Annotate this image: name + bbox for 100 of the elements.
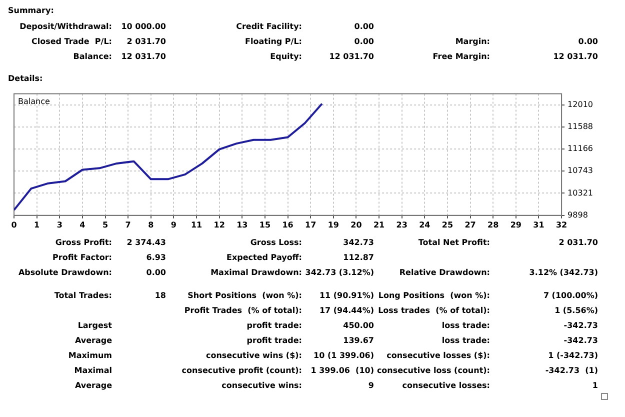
text: Balance (18, 96, 50, 106)
y-tick-label: 11166 (568, 144, 594, 154)
text: -342.73 (564, 321, 598, 330)
x-tick-label: 16 (282, 220, 294, 230)
x-tick-label: 28 (488, 220, 500, 230)
text: 2 031.70 (126, 37, 166, 46)
x-tick-label: 12 (214, 220, 225, 230)
text: Deposit/Withdrawal: (20, 22, 112, 31)
text: Closed Trade P/L: (31, 37, 112, 46)
text: consecutive losses ($): (386, 351, 490, 360)
x-tick-label: 21 (373, 220, 386, 230)
x-tick-label: 31 (533, 220, 545, 230)
text: 1 399.06 (10) (310, 366, 374, 375)
text: 450.00 (343, 321, 374, 330)
text: 1 (-342.73) (548, 351, 598, 360)
text: 342.73 (343, 238, 374, 247)
text: 1 (592, 381, 598, 390)
text: Total Net Profit: (418, 238, 490, 247)
x-tick-label: 17 (305, 220, 316, 230)
text: 10 (1 399.06) (314, 351, 374, 360)
text: Expected Payoff: (226, 253, 302, 262)
x-tick-label: 8 (148, 220, 154, 230)
text: 7 (100.00%) (543, 291, 598, 300)
text: consecutive profit (count): (182, 366, 302, 375)
text: Gross Profit: (55, 238, 112, 247)
text: Profit Factor: (52, 253, 112, 262)
text: 1 (5.56%) (554, 306, 598, 315)
text: Gross Loss: (250, 238, 302, 247)
text: Average (74, 381, 112, 390)
text: consecutive losses: (402, 381, 490, 390)
text: -342.73 (1) (545, 366, 598, 375)
text: 2 031.70 (558, 238, 598, 247)
text: Balance: (73, 52, 112, 61)
text: 17 (94.44%) (319, 306, 374, 315)
text: 9 (368, 381, 374, 390)
x-tick-label: 24 (419, 220, 431, 230)
y-tick-label: 12010 (568, 100, 594, 109)
text: 139.67 (343, 336, 374, 345)
y-tick-label: 10321 (568, 188, 594, 198)
text: Maximal (74, 366, 112, 375)
y-tick-label: 9898 (568, 210, 588, 220)
text: consecutive wins ($): (206, 351, 302, 360)
text: Absolute Drawdown: (18, 268, 112, 277)
text: consecutive wins: (222, 381, 302, 390)
y-tick-label: 11588 (568, 122, 594, 131)
x-tick-label: 25 (442, 220, 454, 230)
text: Maximum (68, 351, 112, 360)
text: 12 031.70 (329, 52, 374, 61)
text: Free Margin: (432, 52, 490, 61)
text: 0.00 (354, 37, 374, 46)
text: 0.00 (578, 37, 598, 46)
x-tick-label: 7 (125, 220, 131, 230)
x-tick-label: 27 (464, 220, 476, 230)
text: Relative Drawdown: (399, 268, 490, 277)
text: Summary: (8, 6, 54, 15)
text: consecutive loss (count): (376, 366, 490, 375)
x-tick-label: 1 (34, 220, 40, 230)
text: Margin: (455, 37, 490, 46)
x-tick-label: 0 (11, 220, 18, 230)
x-tick-label: 13 (236, 220, 248, 230)
text: 0.00 (146, 268, 166, 277)
text: -342.73 (564, 336, 598, 345)
x-tick-label: 15 (259, 220, 271, 230)
x-tick-label: 3 (56, 220, 62, 230)
text: 342.73 (3.12%) (305, 268, 374, 277)
text: Largest (78, 321, 112, 330)
x-tick-label: 5 (102, 220, 108, 230)
x-tick-label: 20 (350, 220, 362, 230)
text: 2 374.43 (126, 238, 166, 247)
text: Maximal Drawdown: (210, 268, 302, 277)
text: 12 031.70 (553, 52, 598, 61)
text: Loss trades (% of total): (378, 306, 490, 315)
text: loss trade: (442, 336, 490, 345)
text: 3.12% (342.73) (529, 268, 598, 277)
text: 6.93 (146, 253, 166, 262)
text: profit trade: (246, 321, 302, 330)
text: Floating P/L: (245, 37, 302, 46)
chart-title: Details: (8, 74, 43, 83)
text: loss trade: (442, 321, 490, 330)
x-tick-label: 19 (328, 220, 340, 230)
text: profit trade: (246, 336, 302, 345)
text: Total Trades: (54, 291, 112, 300)
text: Average (74, 336, 112, 345)
x-tick-label: 23 (396, 220, 408, 230)
text: 11 (90.91%) (319, 291, 374, 300)
text: 10 000.00 (121, 22, 166, 31)
x-tick-label: 32 (556, 220, 568, 230)
text: Profit Trades (% of total): (184, 306, 302, 315)
text: Short Positions (won %): (188, 291, 302, 300)
x-tick-label: 29 (510, 220, 522, 230)
x-tick-label: 9 (170, 220, 177, 230)
text: Credit Facility: (236, 22, 302, 31)
x-tick-label: 11 (190, 220, 203, 230)
text: 0.00 (354, 22, 374, 31)
text: Equity: (270, 52, 302, 61)
y-tick-label: 10743 (568, 166, 594, 176)
text: Long Positions (won %): (378, 291, 490, 300)
text: 18 (154, 291, 166, 300)
text: 112.87 (343, 253, 374, 262)
text: 12 031.70 (121, 52, 166, 61)
